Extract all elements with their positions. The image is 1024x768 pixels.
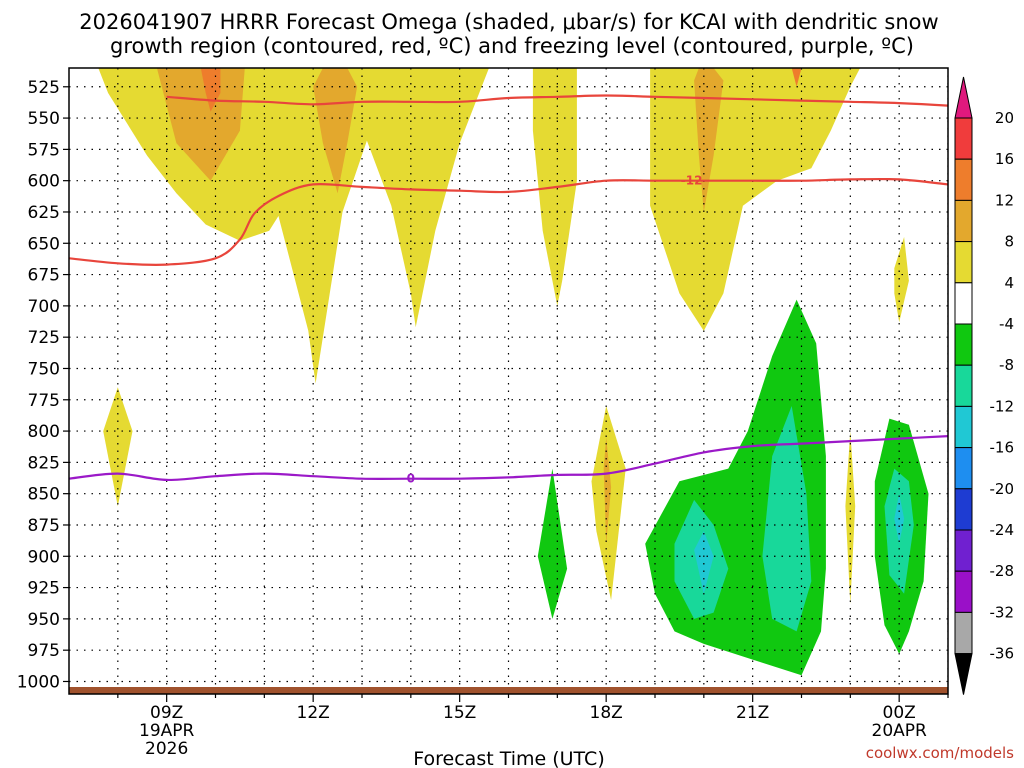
colorbar-label-3: 8 [1004,233,1014,251]
colorbar-swatch-5 [954,323,973,366]
y-tick-label-650: 650 [28,234,60,254]
chart-title-line2: growth region (contoured, red, ºC) and f… [110,34,914,58]
colorbar-swatch-3 [954,241,973,284]
y-tick-label-825: 825 [28,453,60,473]
colorbar-swatch-2 [954,199,973,243]
colorbar-swatch-11 [954,570,973,613]
colorbar-swatch-8 [954,447,973,490]
colorbar-swatch-4 [954,282,973,325]
colorbar-swatch-12 [954,611,973,655]
omega-region-8-6 [313,68,358,194]
x-tick-label-18-0: 18Z [590,703,623,723]
colorbar-label-8: -16 [990,439,1015,457]
y-tick-label-900: 900 [28,547,60,567]
credit-label: coolwx.com/models [866,744,1014,762]
colorbar-label-1: 16 [995,150,1014,168]
x-tick-label-15-0: 15Z [443,703,476,723]
omega-region--12-18 [694,531,714,594]
colorbar-label-2: 12 [995,191,1014,209]
omega-region--4-14 [537,468,568,619]
x-axis-label: Forecast Time (UTC) [413,748,604,768]
colorbar-swatch-10 [954,529,973,572]
pressure-axis: 525 550 575 600 625 650 675 700 725 750 775 800 825 8… [17,78,69,692]
omega-region-8-12 [603,437,612,544]
colorbar-label-12: -32 [990,603,1015,621]
y-tick-label-525: 525 [28,78,60,98]
omega-region-8-5 [156,68,245,181]
colorbar-swatch-1 [954,158,973,201]
colorbar-swatch-0 [954,117,973,160]
contour-label-freezing: 0 [407,472,415,486]
chart-title-line1: 2026041907 HRRR Forecast Omega (shaded, … [79,10,938,34]
y-tick-label-550: 550 [28,109,60,129]
y-tick-label-725: 725 [28,328,60,348]
y-tick-label-875: 875 [28,516,60,536]
y-tick-label-700: 700 [28,297,60,317]
colorbar-label-11: -28 [990,562,1015,580]
colorbar-label-6: -8 [999,356,1014,374]
colorbar-label-13: -36 [990,645,1015,663]
omega-region-4-4 [894,237,909,323]
omega-region-4-1 [259,68,489,384]
y-tick-label-850: 850 [28,485,60,505]
omega-colorbar: 20 16 12 8 4 -4 -8 -12 -16 -20 -24 -28 -32 -36 [954,76,1015,695]
colorbar-label-9: -20 [990,480,1015,498]
x-tick-label-24-1: 20APR [872,721,928,741]
omega-shading-layer [98,68,929,676]
plot-area: -12 0 [69,68,948,694]
omega-region-8-7 [694,68,724,212]
x-tick-label-24-0: 00Z [883,703,916,723]
y-tick-label-775: 775 [28,391,60,411]
y-tick-label-600: 600 [28,172,60,192]
omega-region-4-10 [103,387,133,507]
x-tick-label-9-0: 09Z [150,703,183,723]
x-tick-label-12-0: 12Z [297,703,330,723]
minus12-contour [69,177,948,266]
x-tick-label-9-2: 2026 [145,739,188,759]
terrain-ground-strip [69,687,948,694]
colorbar-label-10: -24 [990,521,1015,539]
y-tick-label-675: 675 [28,266,60,286]
colorbar-label-0: 20 [995,109,1014,127]
colorbar-swatch-7 [954,405,973,449]
freezing-level-contour [69,435,948,482]
colorbar-label-5: -4 [999,315,1014,333]
y-tick-label-925: 925 [28,579,60,599]
y-tick-label-575: 575 [28,140,60,160]
y-tick-label-625: 625 [28,203,60,223]
dendritic-top-contour [166,94,948,107]
y-tick-label-950: 950 [28,610,60,630]
colorbar-swatch-6 [954,364,973,407]
y-tick-label-750: 750 [28,359,60,379]
colorbar-top-arrow [954,76,973,119]
colorbar-label-7: -12 [990,397,1015,415]
contour-label-minus12: -12 [681,174,703,188]
colorbar-bottom-arrow [954,653,973,695]
x-tick-label-9-1: 19APR [139,721,195,741]
x-tick-label-21-0: 21Z [736,703,769,723]
y-tick-label-975: 975 [28,641,60,661]
colorbar-label-4: 4 [1004,274,1014,292]
colorbar-swatch-9 [954,488,973,531]
y-tick-label-1000: 1000 [17,672,60,692]
y-tick-label-800: 800 [28,422,60,442]
omega-region-12-9 [791,68,802,87]
contour-layer: -12 0 [69,94,948,486]
omega-region-4-13 [845,431,856,604]
